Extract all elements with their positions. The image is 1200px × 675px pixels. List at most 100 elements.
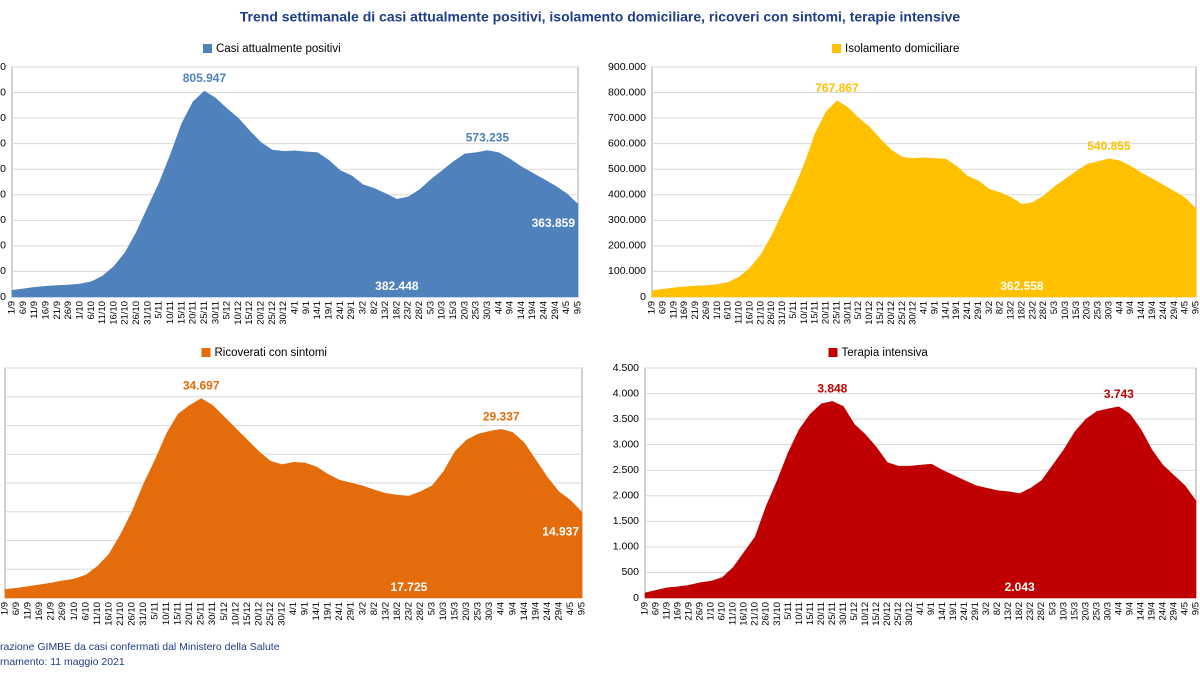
x-tick-label: 10/11 (161, 602, 172, 625)
x-tick-label: 4/1 (919, 301, 930, 314)
x-tick-label: 9/1 (929, 301, 940, 314)
x-tick-label: 15/3 (1071, 301, 1082, 320)
x-tick-label: 5/3 (426, 602, 437, 615)
x-tick-label: 9/5 (1191, 602, 1200, 615)
value-label: 17.725 (391, 580, 428, 594)
x-tick-label: 8/2 (995, 301, 1006, 314)
x-tick-label: 25/12 (267, 301, 278, 325)
x-tick-label: 19/4 (1146, 602, 1157, 621)
x-tick-label: 9/5 (1191, 301, 1200, 314)
x-tick-label: 28/2 (415, 602, 426, 621)
x-tick-label: 19/4 (527, 301, 538, 320)
x-tick-label: 21/10 (750, 602, 761, 626)
x-tick-label: 21/10 (755, 301, 766, 325)
y-tick-label: 600.000 (0, 137, 6, 149)
x-tick-label: 14/4 (1135, 602, 1146, 621)
x-tick-label: 21/9 (690, 301, 701, 320)
x-tick-label: 24/4 (1158, 301, 1169, 320)
x-tick-label: 1/9 (7, 301, 18, 314)
x-tick-label: 30/3 (1102, 602, 1113, 621)
x-tick-label: 5/12 (853, 301, 864, 320)
x-tick-label: 10/3 (1060, 301, 1071, 320)
x-tick-label: 29/1 (970, 602, 981, 621)
x-tick-label: 5/3 (1049, 301, 1060, 314)
x-tick-label: 9/1 (926, 602, 937, 615)
legend-swatch (201, 348, 211, 357)
x-tick-label: 20/12 (886, 301, 897, 325)
x-tick-label: 4/5 (561, 301, 572, 314)
x-tick-label: 18/2 (1016, 301, 1027, 320)
x-tick-label: 26/9 (57, 602, 68, 621)
x-tick-label: 29/1 (973, 301, 984, 320)
x-tick-label: 3/2 (357, 602, 368, 615)
x-tick-label: 8/2 (369, 602, 380, 615)
x-tick-label: 10/12 (860, 602, 871, 626)
x-tick-label: 30/12 (276, 602, 287, 626)
x-tick-label: 15/3 (448, 301, 459, 320)
y-tick-label: 0 (0, 291, 6, 303)
x-tick-label: 10/11 (794, 602, 805, 625)
x-tick-label: 26/10 (761, 602, 772, 626)
x-tick-label: 19/4 (530, 602, 541, 621)
x-tick-label: 15/12 (244, 301, 255, 325)
x-tick-label: 5/11 (154, 301, 165, 319)
x-tick-label: 9/4 (1125, 301, 1136, 314)
value-label: 363.859 (532, 216, 576, 230)
y-tick-label: 800.000 (608, 86, 646, 98)
x-tick-label: 19/1 (323, 602, 334, 621)
x-tick-label: 25/12 (893, 602, 904, 626)
y-tick-label: 400.000 (0, 189, 6, 201)
x-tick-label: 6/10 (86, 301, 97, 320)
value-label: 3.743 (1104, 387, 1134, 401)
x-tick-label: 24/4 (1157, 602, 1168, 621)
legend-label: Ricoverati con sintomi (215, 347, 327, 359)
x-tick-label: 13/2 (380, 301, 391, 320)
x-tick-label: 23/2 (403, 602, 414, 621)
x-tick-label: 5/11 (788, 301, 799, 319)
x-tick-label: 21/9 (684, 602, 695, 621)
page-title: Trend settimanale di casi attualmente po… (240, 9, 961, 25)
value-label: 573.235 (466, 131, 510, 145)
x-tick-label: 6/10 (717, 602, 728, 621)
x-tick-label: 30/12 (904, 602, 915, 626)
x-tick-label: 9/4 (505, 301, 516, 314)
x-tick-label: 26/10 (766, 301, 777, 325)
y-tick-label: 3.000 (613, 438, 639, 450)
x-tick-label: 18/2 (392, 602, 403, 621)
x-tick-label: 28/2 (1038, 301, 1049, 320)
x-tick-label: 31/10 (772, 602, 783, 626)
x-tick-label: 11/9 (23, 602, 34, 620)
x-tick-label: 1/9 (640, 602, 651, 615)
x-tick-label: 4/1 (288, 602, 299, 615)
x-tick-label: 31/10 (138, 602, 149, 626)
value-label: 2.043 (1005, 580, 1035, 594)
x-tick-label: 14/1 (312, 301, 323, 320)
x-tick-label: 9/4 (1124, 602, 1135, 615)
legend-label: Isolamento domiciliare (845, 43, 959, 55)
y-tick-label: 900.000 (0, 61, 6, 73)
x-tick-label: 20/3 (1082, 301, 1093, 320)
x-tick-label: 11/9 (662, 602, 673, 620)
x-tick-label: 5/3 (425, 301, 436, 314)
x-tick-label: 21/9 (52, 301, 63, 320)
x-tick-label: 15/11 (176, 301, 187, 324)
x-tick-label: 8/2 (992, 602, 1003, 615)
legend-swatch (832, 44, 841, 53)
y-tick-label: 3.500 (613, 413, 639, 425)
y-tick-label: 800.000 (0, 86, 6, 98)
x-tick-label: 24/1 (335, 301, 346, 320)
x-tick-label: 11/9 (29, 301, 40, 319)
x-tick-label: 16/9 (673, 602, 684, 621)
x-tick-label: 10/3 (437, 301, 448, 320)
x-tick-label: 6/9 (18, 301, 29, 314)
y-tick-label: 700.000 (608, 112, 646, 124)
x-tick-label: 19/4 (1147, 301, 1158, 320)
x-tick-label: 13/2 (380, 602, 391, 621)
x-tick-label: 16/10 (108, 301, 119, 325)
x-tick-label: 16/10 (103, 602, 114, 626)
x-tick-label: 10/11 (799, 301, 810, 324)
x-tick-label: 15/3 (450, 602, 461, 621)
x-tick-label: 10/3 (438, 602, 449, 621)
